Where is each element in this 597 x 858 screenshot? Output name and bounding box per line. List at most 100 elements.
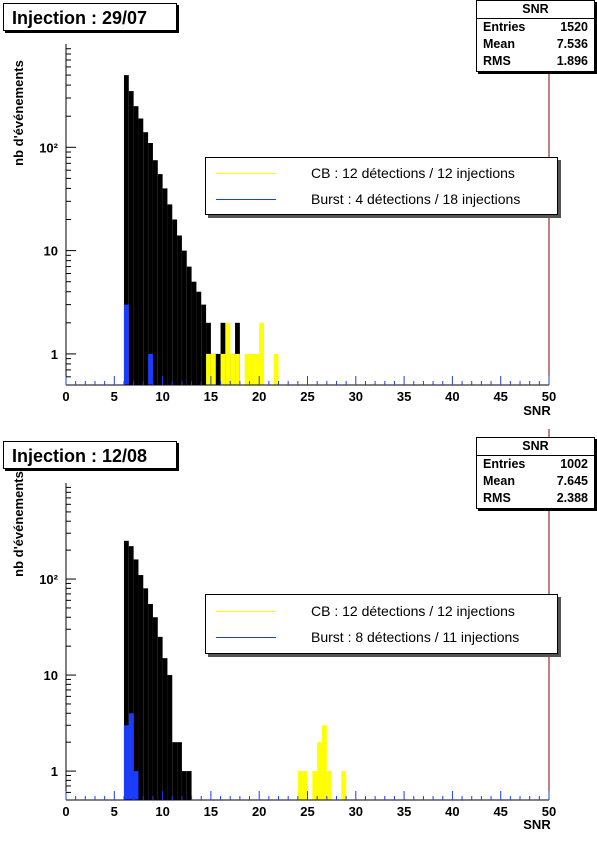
legend-label-burst: Burst : 8 détections / 11 injections [311,629,520,645]
bar [210,353,216,385]
bar [297,771,303,800]
histogram-panel-1: 0 5 10 15 20 25 30 35 40 45 50 SNR 1 10 10² nb d'événem… [3,0,595,418]
x-tick-label: 45 [493,804,507,819]
panel-title: Injection : 29/07 [3,3,177,31]
bar [321,725,327,800]
bar [162,658,168,800]
x-tick-label: 40 [445,804,459,819]
legend-swatch-burst [216,636,276,638]
legend-item-cb: CB : 12 détections / 12 injections [206,163,557,183]
stats-mean-value: 7.536 [556,37,588,51]
bar [302,771,308,800]
legend-label-cb: CB : 12 détections / 12 injections [311,165,515,181]
stats-mean-value: 7.645 [556,474,588,488]
stats-entries-value: 1002 [560,457,588,471]
bar [162,188,168,385]
bar [152,617,158,800]
legend-item-burst: Burst : 8 détections / 11 injections [206,627,557,647]
x-tick-label: 50 [542,804,556,819]
x-tick-label: 0 [62,389,69,404]
legend-label-burst: Burst : 4 détections / 18 injections [311,191,521,207]
stats-mean-label: Mean [483,474,515,488]
x-tick-label: 30 [349,804,363,819]
x-tick-label: 35 [397,804,411,819]
stats-entries-value: 1520 [560,20,588,34]
bar [123,540,129,800]
bar [133,559,139,800]
x-tick-label: 35 [397,389,411,404]
bar [317,742,322,800]
bar [157,636,163,800]
x-tick-label: 50 [542,389,556,404]
bar [181,771,187,800]
x-tick-label: 15 [204,389,218,404]
bar [128,91,134,385]
bar [341,771,347,800]
bar [133,771,139,800]
bar [123,75,129,385]
bar [259,322,265,385]
stats-entries-label: Entries [483,20,526,34]
bar [167,204,173,385]
bar [148,603,153,800]
bar [143,132,149,385]
y-axis-label: nb d'événements [11,60,26,166]
y-tick-label: 10² [39,572,58,587]
x-tick-label: 5 [111,389,118,404]
x-tick-label: 25 [300,389,314,404]
stats-mean-label: Mean [483,37,515,51]
bar [186,266,192,385]
bar [249,353,255,385]
x-tick-label: 40 [445,389,459,404]
bar [138,575,144,800]
bar [186,771,192,800]
legend-label-cb: CB : 12 détections / 12 injections [311,603,515,619]
bar [225,322,231,385]
histogram-panel-2: 0 5 10 15 20 25 30 35 40 45 50 SNR 1 10 10² nb d'événem… [0,429,597,858]
bar [133,106,139,385]
bar [230,353,236,385]
bar [138,118,144,385]
legend-swatch-burst [216,198,276,200]
y-tick-label: 10 [44,668,58,683]
bar [148,353,153,385]
bar [157,174,163,385]
bar [123,304,129,385]
y-tick-label: 10² [39,140,58,155]
x-tick-label: 25 [300,804,314,819]
stats-rms-value: 2.388 [556,491,588,505]
bar [128,546,134,800]
x-tick-label: 20 [252,804,266,819]
stats-entries-label: Entries [483,457,526,471]
bar [152,160,158,385]
bar [177,235,182,385]
bar [172,742,178,800]
stats-name: SNR [477,438,594,456]
x-tick-label: 30 [349,389,363,404]
legend-swatch-cb [216,172,276,174]
stats-box: SNR Entries 1002 Mean 7.645 RMS 2.388 [476,437,595,509]
y-tick-label: 10 [44,244,58,259]
y-tick-label: 1 [51,764,58,779]
bar [172,219,178,385]
bar [220,353,226,385]
bar [196,291,202,385]
x-tick-label: 45 [493,389,507,404]
bar [254,353,260,385]
y-axis-label: nb d'événements [11,471,26,577]
bar [326,771,332,800]
stats-box: SNR Entries 1520 Mean 7.536 RMS 1.896 [476,0,595,72]
x-tick-label: 10 [155,804,169,819]
stats-name: SNR [477,1,594,19]
bar [215,353,221,385]
legend-item-cb: CB : 12 détections / 12 injections [206,601,557,621]
x-tick-label: 5 [111,804,118,819]
bar [312,771,318,800]
x-tick-label: 10 [155,389,169,404]
legend: CB : 12 détections / 12 injections Burst… [205,157,558,215]
bar [143,588,149,800]
bar [181,250,187,385]
panel-title: Injection : 12/08 [3,441,177,469]
x-tick-label: 20 [252,389,266,404]
